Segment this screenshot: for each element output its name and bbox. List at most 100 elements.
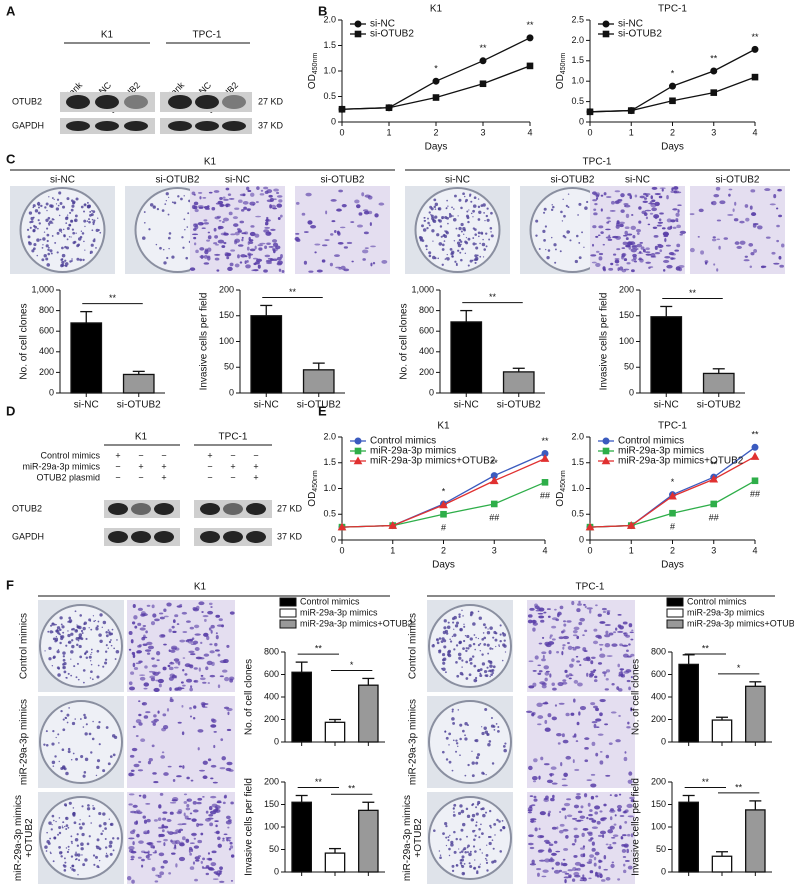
blot-band: [168, 95, 192, 109]
cell: [529, 863, 537, 866]
cell: [153, 781, 159, 784]
cell: [173, 666, 179, 669]
cell: [606, 610, 611, 612]
colony: [552, 205, 555, 209]
colony: [446, 199, 448, 202]
colony: [474, 254, 478, 258]
cell: [549, 636, 552, 639]
cell: [630, 833, 634, 838]
cell: [295, 238, 301, 242]
cell: [217, 239, 225, 244]
colony: [483, 636, 487, 640]
cell: [222, 801, 226, 805]
colony: [434, 208, 437, 210]
colony: [58, 228, 63, 232]
cell: [584, 629, 588, 633]
colony: [45, 730, 48, 733]
cell: [618, 793, 622, 796]
x-tick-label: 0: [587, 545, 592, 555]
cell: [169, 687, 172, 691]
y-tick-label: 100: [219, 336, 234, 346]
colony: [67, 845, 70, 848]
row-label: miR-29a-3p mimics: [13, 795, 24, 881]
cell: [181, 731, 185, 736]
cell: [591, 847, 596, 852]
cell: [226, 761, 233, 766]
cell: [595, 707, 599, 712]
cell: [550, 773, 553, 777]
colony: [457, 652, 462, 657]
colony: [559, 250, 562, 253]
cell: [169, 811, 174, 815]
cell: [203, 632, 209, 637]
cell: [178, 841, 185, 846]
colony: [489, 835, 492, 839]
cell: [153, 671, 160, 676]
colony: [74, 219, 77, 222]
cell: [661, 188, 664, 192]
cell: [230, 801, 234, 805]
marker: [602, 20, 610, 28]
cell: [206, 660, 213, 666]
cell: [598, 643, 604, 646]
cell: [565, 712, 570, 717]
colony: [441, 215, 445, 220]
cell: [179, 639, 186, 643]
colony: [36, 238, 40, 242]
colony: [32, 247, 36, 251]
cell: [599, 653, 606, 658]
colony: [451, 769, 454, 772]
cell: [639, 258, 644, 263]
cell: [238, 230, 242, 233]
cell: [207, 758, 212, 762]
colony: [535, 219, 539, 223]
cell: [183, 801, 188, 804]
cell: [189, 812, 193, 815]
colony: [440, 235, 443, 238]
colony: [446, 216, 449, 220]
cell: [538, 827, 541, 831]
cell: [659, 212, 664, 215]
cell: [658, 218, 662, 222]
colony: [95, 627, 99, 631]
colony: [468, 852, 472, 857]
cell: [148, 670, 154, 673]
cell: [369, 222, 372, 227]
colony: [52, 765, 55, 767]
colony: [494, 834, 496, 836]
x-axis-label: Days: [425, 142, 448, 153]
cell: [303, 260, 308, 265]
cell: [625, 649, 629, 653]
colony: [64, 216, 69, 221]
cell: [258, 247, 263, 251]
colony: [83, 716, 87, 720]
colony: [467, 763, 470, 767]
colony: [464, 737, 468, 741]
colony: [83, 771, 87, 774]
colony: [52, 729, 55, 733]
cell: [621, 849, 627, 853]
bar: [450, 321, 483, 394]
colony: [49, 630, 53, 634]
cell: [152, 722, 156, 726]
cell: [210, 764, 217, 768]
colony: [459, 723, 463, 727]
cell: [181, 611, 188, 615]
colony: [96, 725, 101, 730]
colony: [578, 256, 582, 260]
cell: [588, 877, 592, 880]
colony: [458, 615, 461, 619]
y-tick-label: 1.5: [571, 457, 584, 467]
cell: [331, 220, 336, 223]
marker: [490, 500, 498, 508]
colony: [477, 800, 481, 805]
cell: [651, 207, 657, 212]
colony: [459, 737, 462, 741]
colony: [503, 748, 507, 753]
colony: [74, 837, 79, 842]
panel-label: E: [318, 403, 327, 418]
cell: [607, 846, 613, 850]
colony: [89, 620, 92, 622]
cell: [605, 877, 611, 881]
cell: [614, 259, 620, 264]
